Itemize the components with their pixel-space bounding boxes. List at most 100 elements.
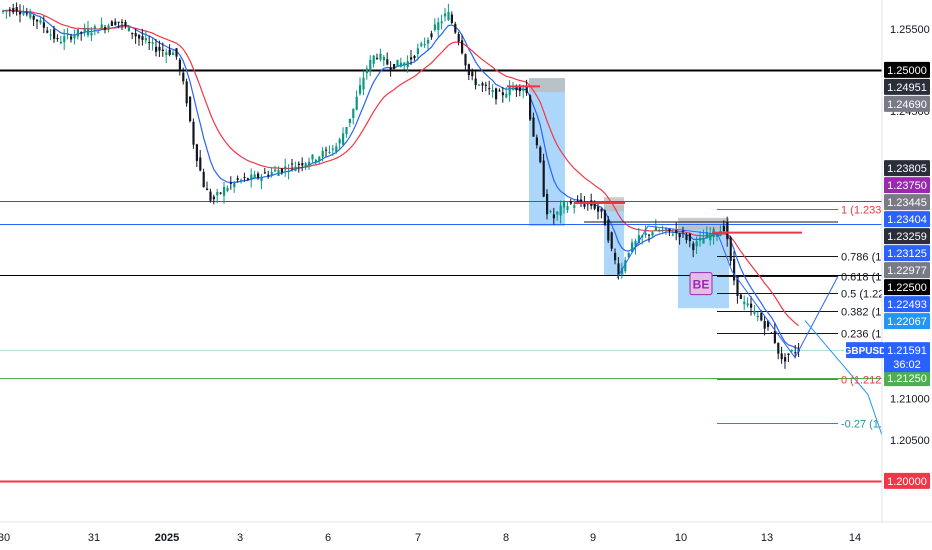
candle-body — [631, 242, 634, 252]
price-tag-bg — [884, 211, 930, 228]
candle-body — [750, 303, 753, 308]
candle-97 — [331, 144, 334, 156]
candle-body — [321, 150, 324, 158]
candle-28 — [97, 31, 100, 34]
candle-78 — [267, 170, 270, 179]
time-tick-4: 6 — [325, 532, 331, 544]
current-price-value: 1.21591 — [887, 345, 927, 357]
candle-body — [155, 46, 158, 52]
candle-103 — [352, 108, 355, 125]
candle-body — [236, 178, 239, 180]
candle-148 — [505, 87, 508, 99]
candle-79 — [270, 167, 273, 178]
candle-body — [226, 188, 229, 192]
candle-8 — [29, 8, 32, 20]
candle-6 — [22, 5, 25, 16]
candle-body — [648, 234, 651, 236]
candle-body — [148, 42, 151, 44]
candle-body — [253, 174, 256, 179]
candle-25 — [87, 20, 90, 38]
price-tick-0: 1.25500 — [890, 24, 930, 36]
candle-118 — [403, 61, 406, 70]
candle-body — [433, 24, 436, 30]
candle-48 — [165, 48, 168, 64]
candle-body — [5, 10, 8, 12]
candle-222 — [756, 311, 759, 322]
candle-body — [138, 35, 141, 39]
candle-body — [151, 42, 154, 44]
candle-7 — [25, 7, 28, 17]
candle-body — [301, 162, 304, 166]
candle-body — [688, 233, 691, 242]
candle-body — [63, 36, 66, 43]
candle-body — [603, 210, 606, 226]
candle-183 — [624, 257, 627, 274]
candle-body — [760, 312, 763, 321]
candle-body — [25, 13, 28, 15]
candle-body — [423, 44, 426, 46]
price-tag-bg — [884, 279, 930, 296]
candle-10 — [36, 19, 39, 30]
price-tag-label: 1.23404 — [887, 214, 927, 226]
candle-157 — [535, 134, 538, 149]
candle-body — [627, 252, 630, 257]
candle-155 — [529, 94, 532, 122]
price-tag-label: 1.23750 — [887, 180, 927, 192]
candle-body — [76, 29, 79, 37]
candle-body — [532, 117, 535, 137]
time-axis[interactable]: 30 31 2025 3 6 7 8 9 10 13 14 — [0, 532, 861, 544]
candle-body — [501, 92, 504, 96]
candle-128 — [437, 17, 440, 37]
candle-body — [66, 34, 69, 36]
candle-167 — [569, 198, 572, 205]
candle-110 — [376, 53, 379, 60]
candle-180 — [614, 248, 617, 265]
candle-body — [104, 27, 107, 30]
candle-124 — [423, 37, 426, 48]
candle-146 — [498, 88, 501, 92]
candle-body — [376, 57, 379, 59]
candle-body — [399, 62, 402, 67]
candle-232 — [790, 349, 793, 353]
be-box — [689, 272, 713, 296]
candle-body — [702, 237, 705, 244]
price-tag-bg — [884, 296, 930, 313]
candle-body — [484, 84, 487, 86]
candle-117 — [399, 57, 402, 68]
price-tag-13: 1.21250 — [884, 370, 930, 387]
candle-body — [644, 233, 647, 236]
candle-227 — [773, 323, 776, 345]
candle-156 — [532, 112, 535, 137]
candle-53 — [182, 67, 185, 85]
price-tag-5: 1.23445 — [884, 194, 930, 211]
candle-200 — [682, 226, 685, 238]
price-tag-bg — [884, 472, 930, 489]
price-tag-8: 1.23125 — [884, 245, 930, 262]
candle-194 — [661, 225, 664, 233]
candle-63 — [216, 188, 219, 204]
candle-body — [331, 148, 334, 150]
current-price-tag: 1.21591 36:02 — [884, 342, 930, 373]
candle-body — [692, 243, 695, 251]
candle-body — [678, 233, 681, 238]
price-tag-1: 1.24951 — [884, 78, 930, 95]
candle-body — [491, 90, 494, 93]
candle-1 — [5, 9, 8, 19]
candle-137 — [467, 63, 470, 81]
candle-2 — [8, 7, 11, 17]
candle-217 — [739, 293, 742, 300]
candle-body — [515, 85, 518, 91]
candle-body — [563, 201, 566, 208]
candle-body — [736, 276, 739, 296]
candle-5 — [19, 4, 22, 23]
candle-122 — [416, 43, 419, 61]
candle-body — [716, 233, 719, 237]
candle-body — [280, 168, 283, 173]
candle-47 — [161, 42, 164, 57]
candle-body — [661, 229, 664, 231]
candle-189 — [644, 225, 647, 238]
target-path — [804, 320, 886, 445]
candle-159 — [542, 153, 545, 198]
candle-38 — [131, 32, 134, 40]
